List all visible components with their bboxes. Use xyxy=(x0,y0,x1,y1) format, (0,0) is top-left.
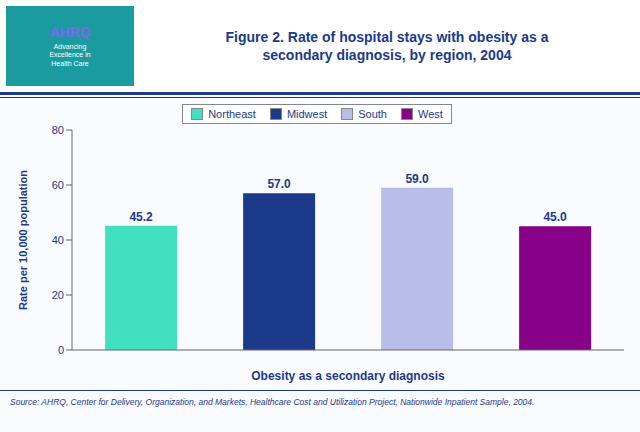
svg-text:20: 20 xyxy=(52,289,64,301)
svg-text:80: 80 xyxy=(52,124,64,136)
html-text:Advancing Excellence in Health: Advancing Excellence in Health Care xyxy=(49,43,91,67)
svg-text:45.0: 45.0 xyxy=(543,210,567,224)
svg-text:59.0: 59.0 xyxy=(405,172,429,186)
svg-text:45.2: 45.2 xyxy=(129,210,153,224)
svg-text:Rate per 10,000 population: Rate per 10,000 population xyxy=(17,170,29,310)
html-text:South: South xyxy=(358,108,387,120)
svg-text:40: 40 xyxy=(52,234,64,246)
html-text:AHRQ: AHRQ xyxy=(49,24,91,41)
svg-text:0: 0 xyxy=(58,344,64,356)
html-text:Figure 2. Rate of hospital sta: Figure 2. Rate of hospital stays with ob… xyxy=(225,28,549,63)
svg-text:Obesity as a secondary diagnos: Obesity as a secondary diagnosis xyxy=(251,369,445,383)
html-text:Northeast: Northeast xyxy=(208,108,256,120)
html-text:Midwest: Midwest xyxy=(286,108,328,120)
svg-text:60: 60 xyxy=(52,179,64,191)
html-text:Source: AHRQ, Center for Deliv: Source: AHRQ, Center for Delivery, Organ… xyxy=(10,397,535,407)
html-text:West: West xyxy=(418,108,443,120)
svg-text:57.0: 57.0 xyxy=(267,177,291,191)
